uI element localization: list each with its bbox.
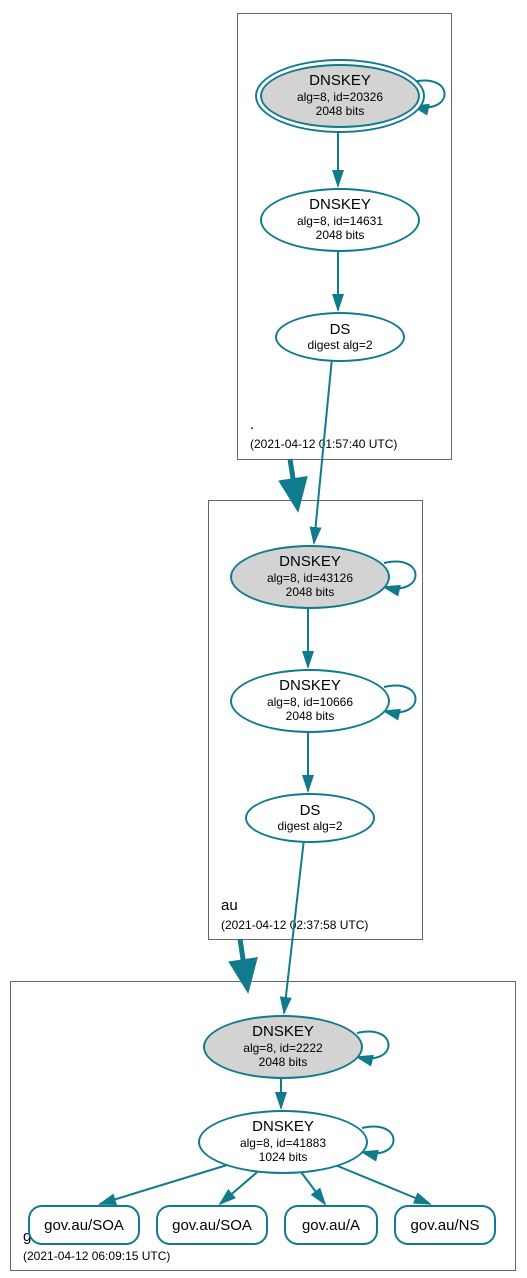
node-au-zsk: DNSKEY alg=8, id=10666 2048 bits <box>230 669 390 733</box>
node-line1: alg=8, id=14631 <box>297 214 383 228</box>
node-title: DS <box>300 803 321 820</box>
rrset-ns: gov.au/NS <box>394 1205 496 1245</box>
node-line2: 2048 bits <box>259 1055 308 1069</box>
zone-au-timestamp: (2021-04-12 02:37:58 UTC) <box>221 918 368 932</box>
node-title: DNSKEY <box>309 73 371 90</box>
node-line1: alg=8, id=2222 <box>243 1041 322 1055</box>
node-title: DNSKEY <box>279 554 341 571</box>
node-govau-ksk: DNSKEY alg=8, id=2222 2048 bits <box>203 1015 363 1079</box>
node-root-zsk: DNSKEY alg=8, id=14631 2048 bits <box>260 188 420 252</box>
node-line1: alg=8, id=41883 <box>240 1136 326 1150</box>
node-line2: 2048 bits <box>316 228 365 242</box>
node-govau-zsk: DNSKEY alg=8, id=41883 1024 bits <box>198 1110 368 1174</box>
rrset-soa1: gov.au/SOA <box>28 1205 140 1245</box>
node-root-ksk: DNSKEY alg=8, id=20326 2048 bits <box>260 64 420 128</box>
zone-au-label: au <box>221 897 238 914</box>
node-title: DNSKEY <box>309 197 371 214</box>
node-title: DNSKEY <box>252 1119 314 1136</box>
node-line1: alg=8, id=20326 <box>297 90 383 104</box>
node-line1: digest alg=2 <box>307 338 372 352</box>
node-line2: 1024 bits <box>259 1150 308 1164</box>
node-line2: 2048 bits <box>286 709 335 723</box>
node-line2: 2048 bits <box>316 104 365 118</box>
node-title: DS <box>330 322 351 339</box>
node-line2: 2048 bits <box>286 585 335 599</box>
zone-govau-timestamp: (2021-04-12 06:09:15 UTC) <box>23 1249 170 1263</box>
node-line1: alg=8, id=43126 <box>267 571 353 585</box>
node-au-ds: DS digest alg=2 <box>245 793 375 843</box>
node-title: DNSKEY <box>279 678 341 695</box>
node-line1: digest alg=2 <box>277 819 342 833</box>
node-line1: alg=8, id=10666 <box>267 695 353 709</box>
zone-root-label: . <box>250 416 254 433</box>
node-au-ksk: DNSKEY alg=8, id=43126 2048 bits <box>230 545 390 609</box>
rrset-soa2: gov.au/SOA <box>156 1205 268 1245</box>
node-root-ds: DS digest alg=2 <box>275 312 405 362</box>
zone-root-timestamp: (2021-04-12 01:57:40 UTC) <box>250 437 397 451</box>
node-title: DNSKEY <box>252 1024 314 1041</box>
rrset-a: gov.au/A <box>284 1205 378 1245</box>
